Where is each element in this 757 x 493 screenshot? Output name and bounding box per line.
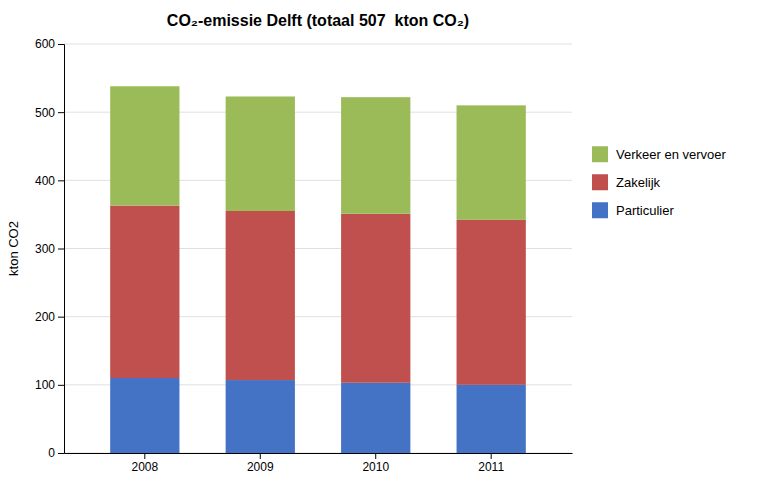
legend-swatch (592, 146, 608, 162)
tick: 200 (35, 310, 64, 324)
bar (457, 385, 526, 453)
series (110, 86, 526, 220)
tick: 2010 (362, 453, 389, 474)
tick-label: 100 (35, 378, 55, 392)
legend-label: Verkeer en vervoer (616, 147, 727, 162)
tick: 100 (35, 378, 64, 392)
title: CO₂-emissie Delft (totaal 507 kton CO₂) (167, 12, 469, 29)
bar (226, 211, 295, 380)
tick: 2008 (131, 453, 158, 474)
tick: 2009 (247, 453, 274, 474)
bar (110, 206, 179, 378)
bars (110, 86, 526, 453)
tick-label: 2009 (247, 460, 274, 474)
tick: 0 (48, 446, 64, 460)
tick-mark (375, 453, 376, 459)
legend-swatch (592, 174, 608, 190)
tick: 300 (35, 242, 64, 256)
axis-line (65, 453, 573, 454)
bar (110, 378, 179, 453)
grid (64, 44, 572, 453)
tick-mark (58, 317, 64, 318)
tick-mark (144, 453, 145, 459)
bar (341, 97, 410, 214)
bar (341, 383, 410, 453)
tick-mark (58, 385, 64, 386)
legend: Verkeer en vervoer Zakelijk Particulier (592, 146, 727, 218)
tick-label: 200 (35, 310, 55, 324)
series (110, 378, 526, 453)
bar (226, 96, 295, 211)
grid-line (64, 44, 572, 45)
tick-mark (58, 44, 64, 45)
bar (341, 214, 410, 383)
axis-title: kton CO2 (6, 221, 21, 276)
x-axis: 2008 2009 2010 2011 (65, 453, 573, 474)
tick-mark (58, 249, 64, 250)
tick-mark (58, 453, 64, 454)
legend-swatch (592, 202, 608, 218)
tick-label: 600 (35, 37, 55, 51)
legend-item: Particulier (592, 202, 674, 218)
tick-label: 400 (35, 174, 55, 188)
plot: 2008 2009 2010 2011 0 100 200 300 400 500 600 (35, 37, 573, 473)
axis-line (58, 45, 65, 454)
y-axis: 0 100 200 300 400 500 600 (35, 37, 65, 460)
bar (110, 86, 179, 205)
tick-label: 2010 (362, 460, 389, 474)
legend-label: Particulier (616, 203, 674, 218)
tick-mark (58, 112, 64, 113)
tick-label: 500 (35, 106, 55, 120)
tick-mark (260, 453, 261, 459)
tick-mark (491, 453, 492, 459)
legend-item: Verkeer en vervoer (592, 146, 727, 162)
tick-label: 2011 (478, 460, 504, 474)
legend-item: Zakelijk (592, 174, 661, 190)
series (110, 206, 526, 385)
bar (457, 220, 526, 385)
tick: 500 (35, 106, 64, 120)
tick: 600 (35, 37, 64, 51)
tick-label: 0 (48, 446, 55, 460)
tick: 400 (35, 174, 64, 188)
tick-label: 300 (35, 242, 55, 256)
tick-mark (58, 180, 64, 181)
bar (226, 380, 295, 453)
bar (457, 105, 526, 220)
tick-label: 2008 (131, 460, 158, 474)
legend-label: Zakelijk (616, 175, 661, 190)
tick: 2011 (478, 453, 504, 474)
chart: 2008 2009 2010 2011 0 100 200 300 400 500 600 kton … (0, 0, 757, 493)
